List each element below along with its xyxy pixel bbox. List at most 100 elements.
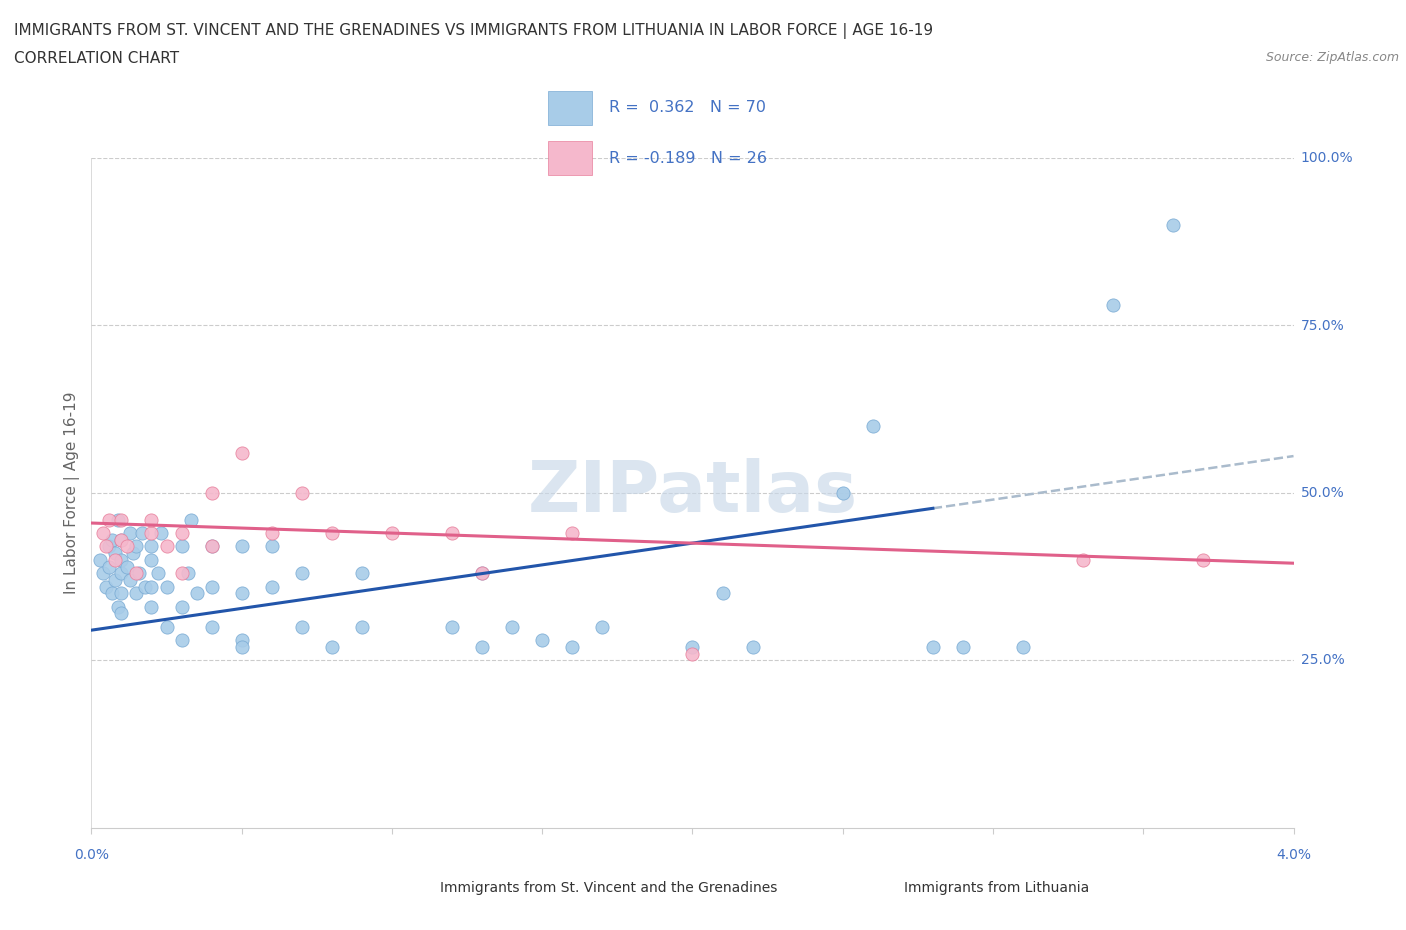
Point	[440, 525, 463, 540]
Point	[561, 525, 583, 540]
Text: 4.0%: 4.0%	[1277, 848, 1310, 862]
Point	[141, 539, 163, 554]
Point	[101, 586, 124, 601]
Point	[141, 552, 163, 567]
Point	[155, 539, 177, 554]
Point	[96, 579, 118, 594]
Point	[110, 532, 132, 547]
Point	[350, 619, 373, 634]
Point	[170, 632, 193, 647]
Point	[1102, 298, 1125, 312]
Point	[231, 539, 253, 554]
Point	[122, 546, 145, 561]
Text: 0.0%: 0.0%	[75, 848, 108, 862]
Point	[260, 525, 283, 540]
Point	[110, 606, 132, 621]
Point	[93, 525, 115, 540]
Point	[291, 619, 314, 634]
Point	[952, 640, 974, 655]
Point	[922, 640, 945, 655]
Point	[231, 445, 253, 460]
Point	[117, 559, 139, 574]
Point	[201, 539, 224, 554]
Point	[321, 640, 343, 655]
Bar	[548, 91, 592, 125]
Point	[862, 418, 884, 433]
Point	[125, 586, 148, 601]
Point	[141, 525, 163, 540]
Point	[170, 539, 193, 554]
Point	[531, 632, 554, 647]
Text: 75.0%: 75.0%	[1301, 318, 1344, 333]
Text: CORRELATION CHART: CORRELATION CHART	[14, 51, 179, 66]
Point	[741, 640, 763, 655]
Point	[107, 599, 129, 614]
Point	[128, 565, 150, 580]
Point	[110, 586, 132, 601]
Point	[471, 640, 494, 655]
Text: 100.0%: 100.0%	[1301, 151, 1353, 166]
Text: R =  0.362   N = 70: R = 0.362 N = 70	[609, 100, 765, 115]
Text: IMMIGRANTS FROM ST. VINCENT AND THE GRENADINES VS IMMIGRANTS FROM LITHUANIA IN L: IMMIGRANTS FROM ST. VINCENT AND THE GREN…	[14, 23, 934, 39]
Point	[291, 485, 314, 500]
Point	[501, 619, 523, 634]
Point	[104, 573, 127, 588]
Point	[201, 619, 224, 634]
Point	[104, 552, 127, 567]
Point	[120, 573, 142, 588]
Point	[260, 579, 283, 594]
Point	[117, 539, 139, 554]
Point	[321, 525, 343, 540]
Point	[231, 586, 253, 601]
Bar	[548, 141, 592, 175]
Point	[471, 565, 494, 580]
Point	[134, 579, 156, 594]
Point	[170, 525, 193, 540]
Point	[201, 485, 224, 500]
Point	[125, 539, 148, 554]
Point	[176, 565, 198, 580]
Text: ZIPatlas: ZIPatlas	[527, 458, 858, 527]
Point	[110, 512, 132, 527]
Point	[350, 565, 373, 580]
Point	[1192, 552, 1215, 567]
Point	[201, 539, 224, 554]
Point	[110, 552, 132, 567]
Text: 25.0%: 25.0%	[1301, 653, 1344, 668]
Point	[101, 532, 124, 547]
Point	[201, 579, 224, 594]
Point	[381, 525, 404, 540]
Point	[681, 646, 703, 661]
Point	[120, 525, 142, 540]
Text: Immigrants from St. Vincent and the Grenadines: Immigrants from St. Vincent and the Gren…	[440, 881, 778, 896]
Point	[89, 552, 111, 567]
Point	[1161, 218, 1184, 232]
Point	[1071, 552, 1094, 567]
Point	[98, 559, 121, 574]
Point	[471, 565, 494, 580]
Point	[170, 565, 193, 580]
Point	[831, 485, 853, 500]
Point	[440, 619, 463, 634]
Point	[180, 512, 202, 527]
Y-axis label: In Labor Force | Age 16-19: In Labor Force | Age 16-19	[65, 392, 80, 594]
Point	[141, 512, 163, 527]
Point	[711, 586, 734, 601]
Point	[561, 640, 583, 655]
Point	[110, 565, 132, 580]
Point	[149, 525, 172, 540]
Point	[186, 586, 208, 601]
Text: Source: ZipAtlas.com: Source: ZipAtlas.com	[1265, 51, 1399, 64]
Point	[98, 539, 121, 554]
Point	[93, 565, 115, 580]
Text: 50.0%: 50.0%	[1301, 485, 1344, 500]
Point	[231, 632, 253, 647]
Text: R = -0.189   N = 26: R = -0.189 N = 26	[609, 151, 766, 166]
Point	[155, 619, 177, 634]
Point	[1012, 640, 1035, 655]
Point	[146, 565, 169, 580]
Text: Immigrants from Lithuania: Immigrants from Lithuania	[904, 881, 1090, 896]
Point	[125, 565, 148, 580]
Point	[131, 525, 153, 540]
Point	[591, 619, 613, 634]
